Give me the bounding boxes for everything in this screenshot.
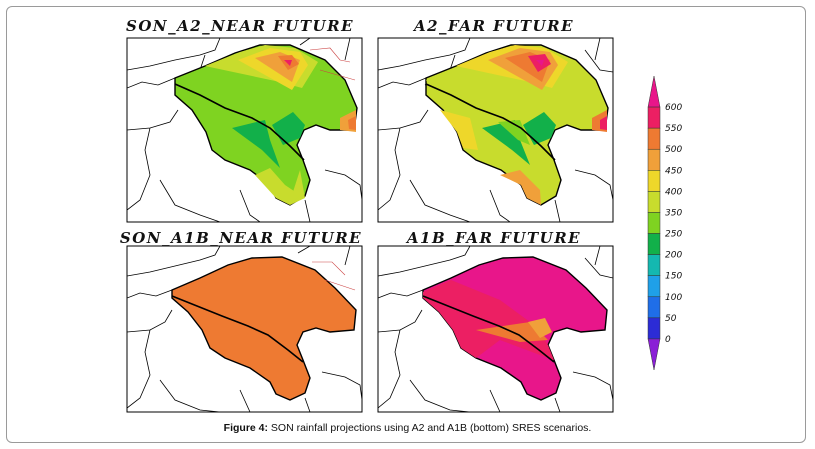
colorbar-tick-label: 0 (665, 335, 671, 345)
river-line (422, 295, 555, 363)
colorbar-cell (647, 296, 661, 319)
colorbar-tick-label: 100 (665, 293, 682, 303)
map-panel-a2-near: SON_A2_NEAR FUTURE (126, 17, 363, 223)
figure-frame (6, 6, 806, 443)
neighbor-borders (378, 246, 613, 412)
panel-title: A1B_FAR FUTURE (405, 229, 581, 247)
colorbar-tick-label: 50 (665, 314, 677, 324)
rainfall-contours (205, 45, 356, 205)
colorbar-cell (647, 254, 661, 276)
river-line (171, 295, 304, 363)
country-boundary (171, 256, 357, 401)
panel-title: SON_A2_NEAR FUTURE (126, 17, 354, 35)
colorbar-cell (647, 275, 661, 298)
map-panel-a1b-near: SON_A1B_NEAR FUTURE (120, 229, 363, 413)
neighbor-borders-extra (127, 289, 173, 299)
figure-caption: Figure 4: SON rainfall projections using… (0, 422, 815, 434)
caption-label: Figure 4: (223, 422, 268, 434)
colorbar-tick-label: 150 (665, 272, 682, 282)
rainfall-contours (426, 45, 607, 205)
colorbar-tick-label: 450 (665, 166, 682, 176)
colorbar-tick-label: 250 (665, 230, 682, 240)
red-border-line (312, 261, 356, 291)
panel-title: A2_FAR FUTURE (412, 17, 574, 35)
neighbor-borders (127, 246, 362, 412)
colorbar-tick-label: 350 (665, 208, 682, 218)
colorbar-cell (647, 148, 661, 171)
colorbar-cell (647, 338, 661, 371)
colorbar-cell (647, 191, 661, 213)
colorbar-tick-label: 550 (665, 124, 682, 134)
colorbar-tick-label: 400 (665, 187, 682, 197)
colorbar-cell (647, 317, 661, 340)
caption-text: SON rainfall projections using A2 and A1… (268, 422, 592, 434)
river-line (174, 83, 305, 161)
colorbar-tick-label: 500 (665, 145, 682, 155)
map-panel-a2-far: A2_FAR FUTURE (377, 17, 614, 223)
colorbar-cell (647, 127, 661, 150)
neighbor-borders-extra (378, 289, 424, 299)
colorbar: 0 50 100 150 200 250 350 400 450 500 550 600 (647, 75, 682, 371)
neighbor-borders-extra (127, 77, 176, 89)
colorbar-tick-label: 200 (665, 251, 682, 261)
red-border-line (309, 47, 356, 81)
panel-title: SON_A1B_NEAR FUTURE (120, 229, 362, 247)
figure-canvas: SON_A2_NEAR FUTURE A2_F (120, 17, 682, 413)
colorbar-cell (647, 106, 661, 129)
river-line (425, 83, 556, 161)
colorbar-cell (647, 75, 661, 108)
map-panel-a1b-far: A1B_FAR FUTURE (377, 229, 614, 413)
colorbar-cell (647, 212, 661, 234)
colorbar-cell (647, 233, 661, 255)
neighbor-borders-extra (378, 77, 427, 89)
colorbar-cell (647, 170, 661, 192)
colorbar-tick-label: 600 (665, 103, 682, 113)
